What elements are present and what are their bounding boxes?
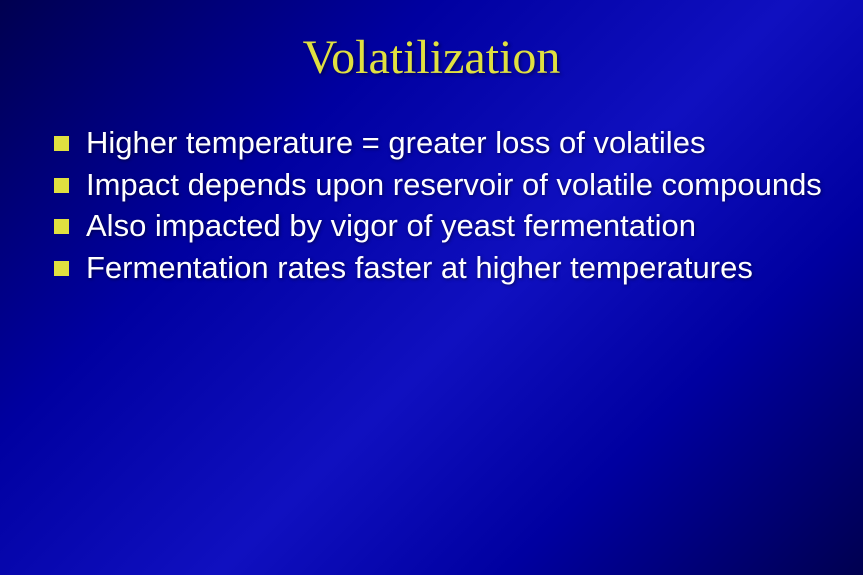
slide: Volatilization Higher temperature = grea… [0,0,863,575]
bullet-list: Higher temperature = greater loss of vol… [40,123,823,288]
list-item: Fermentation rates faster at higher temp… [48,248,823,288]
list-item: Also impacted by vigor of yeast fermenta… [48,206,823,246]
list-item: Higher temperature = greater loss of vol… [48,123,823,163]
slide-title: Volatilization [40,30,823,85]
list-item: Impact depends upon reservoir of volatil… [48,165,823,205]
